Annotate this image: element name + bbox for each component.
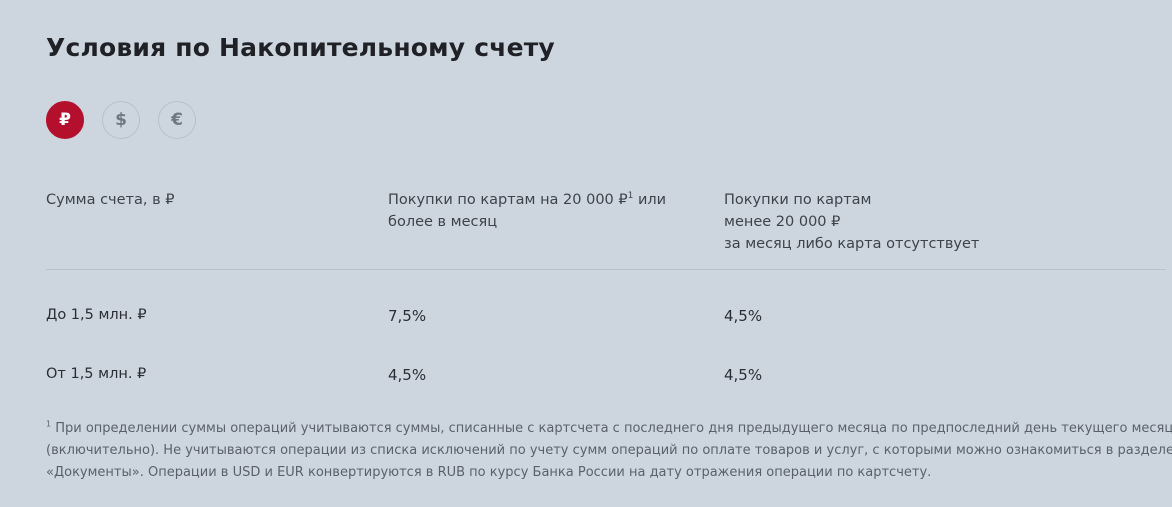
- page-title: Условия по Накопительному счету: [46, 33, 555, 62]
- ruble-icon: ₽: [59, 110, 71, 130]
- footnote-line3: «Документы». Операции в USD и EUR конвер…: [46, 465, 932, 480]
- currency-rub-button[interactable]: ₽: [46, 101, 84, 139]
- footnote-ref: 1: [627, 191, 634, 202]
- dollar-icon: $: [115, 110, 127, 130]
- euro-icon: €: [171, 110, 183, 130]
- header-purchases-over-text: Покупки по картам на 20 000 ₽: [388, 192, 628, 208]
- footnote-line1: 1 При определении суммы операций учитыва…: [46, 418, 1172, 440]
- row2-amount: От 1,5 млн. ₽: [46, 366, 147, 382]
- row1-amount: До 1,5 млн. ₽: [46, 307, 147, 323]
- header-account-amount-text: Сумма счета, в ₽: [46, 192, 175, 208]
- footnote-marker: 1: [46, 419, 52, 429]
- header-purchases-over-line2: более в месяц: [388, 214, 498, 230]
- footnote-line1-text: При определении суммы операций учитывают…: [51, 421, 1172, 436]
- currency-switcher: ₽ $ €: [46, 101, 196, 139]
- header-purchases-over-tail: или: [633, 192, 667, 208]
- header-purchases-under-line1: Покупки по картам: [724, 192, 872, 208]
- header-purchases-over-line1: Покупки по картам на 20 000 ₽1 или: [388, 189, 666, 211]
- table-divider: [46, 269, 1166, 270]
- row1-rate-low: 4,5%: [724, 307, 763, 325]
- currency-eur-button[interactable]: €: [158, 101, 196, 139]
- currency-usd-button[interactable]: $: [102, 101, 140, 139]
- row2-rate-low: 4,5%: [724, 366, 763, 384]
- footnote-line2: (включительно). Не учитываются операции …: [46, 443, 1172, 458]
- header-purchases-under-line3: за месяц либо карта отсутствует: [724, 236, 980, 252]
- header-purchases-over: Покупки по картам на 20 000 ₽1 или более…: [388, 189, 666, 233]
- header-purchases-under-line2: менее 20 000 ₽: [724, 214, 841, 230]
- row2-rate-high: 4,5%: [388, 366, 427, 384]
- header-purchases-under: Покупки по картам менее 20 000 ₽ за меся…: [724, 189, 979, 255]
- row1-rate-high: 7,5%: [388, 307, 427, 325]
- footnote: 1 При определении суммы операций учитыва…: [46, 418, 1172, 484]
- header-account-amount: Сумма счета, в ₽: [46, 189, 174, 211]
